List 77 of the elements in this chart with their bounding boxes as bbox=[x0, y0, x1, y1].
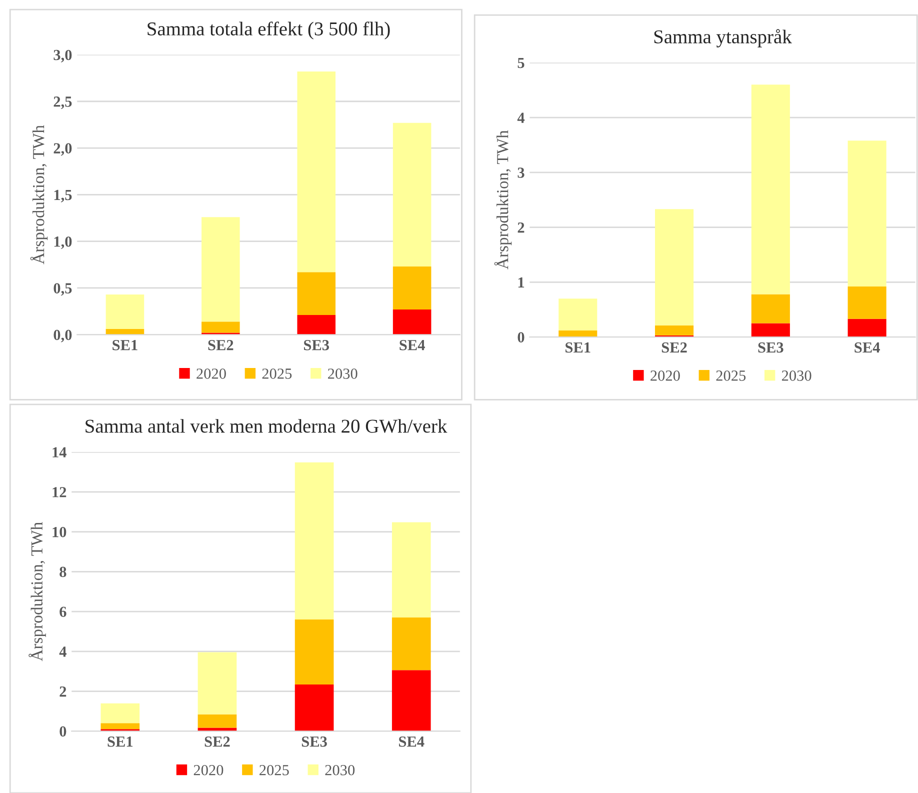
bar bbox=[392, 122, 432, 267]
x-tick-label: SE4 bbox=[399, 736, 424, 747]
y-tick-label: 0 bbox=[60, 726, 66, 737]
y-tick-label: 2,0 bbox=[54, 143, 72, 156]
bar bbox=[848, 286, 886, 319]
bar bbox=[751, 84, 790, 294]
y-tick-label: 4 bbox=[517, 112, 525, 123]
bar bbox=[751, 323, 790, 338]
x-tick-label: SE4 bbox=[854, 342, 880, 353]
bar bbox=[100, 723, 140, 730]
legend-label: 2030 bbox=[325, 764, 355, 776]
bar bbox=[297, 315, 336, 335]
y-tick-label: 1,0 bbox=[54, 236, 72, 250]
bar bbox=[100, 703, 140, 724]
bar bbox=[294, 684, 334, 732]
legend-label: 2020 bbox=[196, 368, 226, 379]
chart-title: Samma ytanspråk bbox=[654, 29, 792, 48]
bar bbox=[297, 72, 336, 272]
y-axis-title: Årsproduktion, TWh bbox=[28, 522, 46, 662]
bar bbox=[202, 322, 240, 333]
legend-label: 2025 bbox=[262, 368, 292, 379]
y-tick-label: 6 bbox=[60, 606, 66, 617]
y-tick-label: 1,5 bbox=[54, 190, 72, 202]
bar bbox=[654, 209, 694, 326]
bar bbox=[202, 217, 240, 322]
bar bbox=[558, 330, 598, 338]
y-axis-title: Årsproduktion, TWh bbox=[494, 130, 512, 270]
bar bbox=[392, 522, 431, 618]
x-tick-label: SE1 bbox=[566, 342, 590, 353]
y-tick-label: 2,5 bbox=[54, 96, 72, 110]
y-tick-label: 0 bbox=[518, 332, 524, 342]
chart-title: Samma antal verk men moderna 20 GWh/verk bbox=[86, 419, 448, 433]
y-tick-label: 4 bbox=[59, 646, 66, 657]
y-tick-label: 8 bbox=[60, 566, 66, 578]
y-tick-label: 10 bbox=[52, 526, 66, 538]
y-tick-label: 12 bbox=[52, 487, 66, 498]
x-tick-label: SE2 bbox=[208, 340, 234, 350]
bar bbox=[198, 652, 237, 714]
legend-label: 2030 bbox=[328, 368, 358, 379]
x-tick-label: SE2 bbox=[204, 736, 230, 747]
bar bbox=[558, 298, 598, 330]
x-tick-label: SE2 bbox=[662, 342, 687, 353]
legend-label: 2030 bbox=[782, 370, 812, 381]
x-tick-label: SE4 bbox=[400, 340, 425, 350]
bar bbox=[392, 618, 431, 670]
bar bbox=[751, 294, 790, 324]
bar bbox=[848, 318, 886, 338]
bar bbox=[294, 462, 334, 620]
bar bbox=[392, 309, 432, 335]
y-tick-label: 1 bbox=[518, 277, 524, 288]
bar bbox=[106, 294, 144, 330]
x-tick-label: SE3 bbox=[304, 340, 330, 350]
legend-label: 2020 bbox=[650, 370, 680, 381]
y-tick-label: 3 bbox=[518, 168, 524, 178]
chart-title: Samma totala effekt (3 500 flh) bbox=[148, 22, 390, 40]
legend-label: 2025 bbox=[716, 370, 746, 381]
y-tick-label: 5 bbox=[518, 58, 524, 68]
bar bbox=[198, 714, 237, 728]
x-tick-label: SE1 bbox=[108, 736, 133, 747]
bar bbox=[848, 140, 886, 287]
y-tick-label: 2 bbox=[518, 222, 524, 233]
x-tick-label: SE1 bbox=[112, 340, 138, 350]
y-tick-label: 0,0 bbox=[54, 330, 72, 342]
legend-label: 2020 bbox=[194, 764, 224, 776]
x-tick-label: SE3 bbox=[302, 736, 327, 747]
legend-label: 2025 bbox=[260, 764, 289, 776]
y-tick-label: 14 bbox=[52, 447, 66, 458]
bar bbox=[392, 670, 431, 732]
bar bbox=[392, 266, 432, 310]
y-tick-label: 2 bbox=[60, 686, 66, 697]
y-tick-label: 0,5 bbox=[54, 283, 72, 296]
bar bbox=[297, 272, 336, 316]
bar bbox=[654, 326, 694, 336]
bar bbox=[294, 619, 334, 684]
y-axis-title: Årsproduktion, TWh bbox=[30, 125, 48, 264]
y-tick-label: 3,0 bbox=[54, 50, 72, 62]
x-tick-label: SE3 bbox=[758, 342, 784, 353]
